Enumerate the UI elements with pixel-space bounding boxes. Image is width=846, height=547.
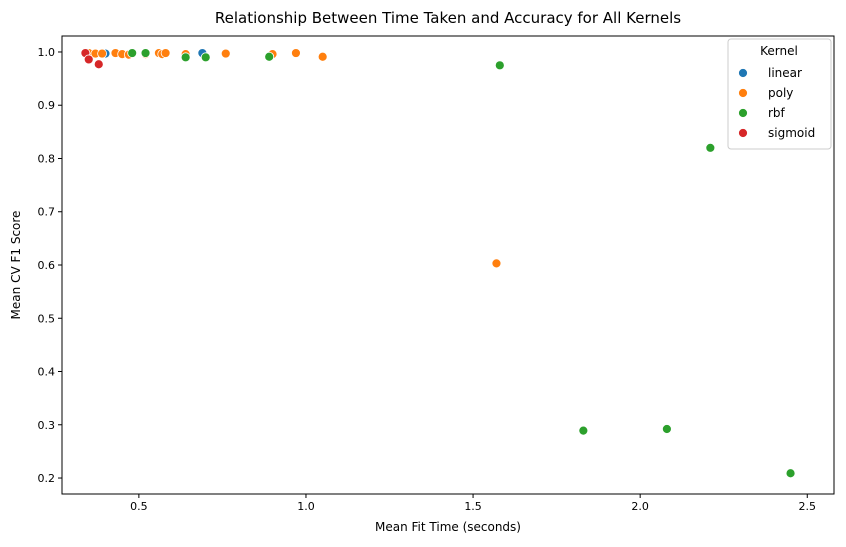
y-tick-label: 1.0 [38, 46, 56, 59]
data-point-poly [317, 51, 328, 62]
legend-label-linear: linear [768, 66, 802, 80]
x-tick-label: 1.0 [297, 500, 315, 513]
plot-area-frame [61, 35, 835, 495]
y-tick-label: 0.9 [38, 99, 56, 112]
data-point-rbf [494, 60, 505, 71]
data-point-rbf [140, 48, 151, 58]
data-point-rbf [785, 468, 796, 479]
data-point-poly [220, 48, 231, 59]
y-tick-label: 0.6 [38, 259, 56, 272]
legend-marker-poly [738, 88, 748, 98]
x-axis-label: Mean Fit Time (seconds) [375, 520, 521, 534]
data-point-rbf [127, 48, 138, 58]
x-tick-label: 0.5 [130, 500, 148, 513]
data-point-rbf [200, 52, 211, 63]
data-point-poly [160, 48, 171, 58]
data-point-rbf [662, 424, 672, 434]
y-tick-label: 0.5 [38, 312, 56, 325]
y-tick-label: 0.4 [38, 366, 56, 379]
y-tick-label: 0.7 [38, 206, 56, 219]
chart-title: Relationship Between Time Taken and Accu… [215, 9, 681, 27]
legend-label-poly: poly [768, 86, 793, 100]
axis-ticks: 0.5 1.0 1.5 2.0 2.5 0.2 0.3 0.4 0.5 0.6 0.7 0.8 0.9 1… [38, 46, 817, 513]
legend-frame [727, 38, 832, 150]
data-point-sigmoid [83, 54, 94, 65]
data-points [80, 48, 796, 479]
y-tick-label: 0.3 [38, 419, 56, 432]
y-tick-label: 0.2 [38, 472, 56, 485]
x-tick-label: 2.0 [631, 500, 649, 513]
legend-marker-sigmoid [738, 128, 748, 138]
legend-label-rbf: rbf [768, 106, 786, 120]
data-point-rbf [180, 52, 191, 63]
legend-title: Kernel [760, 44, 798, 58]
x-tick-label: 2.5 [799, 500, 817, 513]
data-point-poly [97, 48, 108, 59]
data-point-poly [291, 48, 301, 58]
data-point-rbf [578, 425, 589, 436]
y-axis-label: Mean CV F1 Score [9, 211, 23, 320]
data-point-sigmoid [93, 59, 104, 70]
legend-label-sigmoid: sigmoid [768, 126, 815, 140]
x-tick-label: 1.5 [464, 500, 482, 513]
legend-marker-linear [738, 68, 748, 78]
y-tick-label: 0.8 [38, 152, 56, 165]
legend-items: linear poly rbf sigmoid [738, 66, 815, 140]
legend: Kernel linear poly rbf sigmoid [727, 38, 832, 150]
data-point-poly [491, 258, 502, 269]
data-point-rbf [264, 51, 275, 62]
legend-marker-rbf [738, 108, 748, 118]
data-point-rbf [705, 142, 716, 153]
